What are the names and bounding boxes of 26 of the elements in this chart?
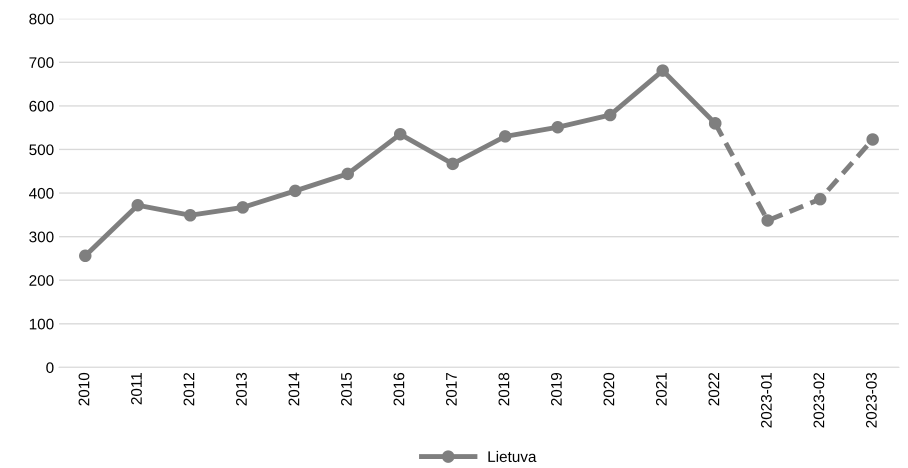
x-tick-label: 2023-01: [760, 372, 772, 428]
x-tick-label: 2023-02: [813, 373, 824, 428]
x-tick-label: 2016: [394, 372, 404, 406]
x-tick-label: 2012: [184, 373, 194, 406]
x-tick-label: 2017: [446, 373, 457, 406]
x-tick-label: 2015: [341, 372, 352, 406]
x-tick-label: 2010: [78, 372, 90, 406]
y-tick-label: 500: [29, 144, 54, 156]
x-tick-label: 2011: [131, 372, 142, 404]
y-tick-label: 200: [29, 275, 54, 286]
x-tick-label: 2021: [656, 372, 667, 406]
x-tick-label: 2023-03: [866, 372, 877, 428]
x-tick-label: 2022: [708, 373, 720, 406]
y-tick-label: 800: [29, 14, 54, 24]
x-tick-label: 2018: [498, 372, 510, 406]
legend-label: Lietuva: [488, 450, 536, 462]
x-tick-label: 2014: [288, 372, 300, 406]
y-tick-label: 300: [29, 232, 54, 242]
x-tick-label: 2019: [550, 372, 562, 406]
y-tick-label: 100: [30, 318, 54, 330]
x-tick-label: 2020: [603, 372, 614, 406]
y-tick-label: 0: [46, 362, 54, 374]
y-tick-label: 400: [29, 188, 54, 199]
y-tick-label: 600: [29, 100, 54, 112]
x-tick-label: 2013: [236, 372, 247, 406]
y-tick-label: 700: [29, 57, 54, 68]
